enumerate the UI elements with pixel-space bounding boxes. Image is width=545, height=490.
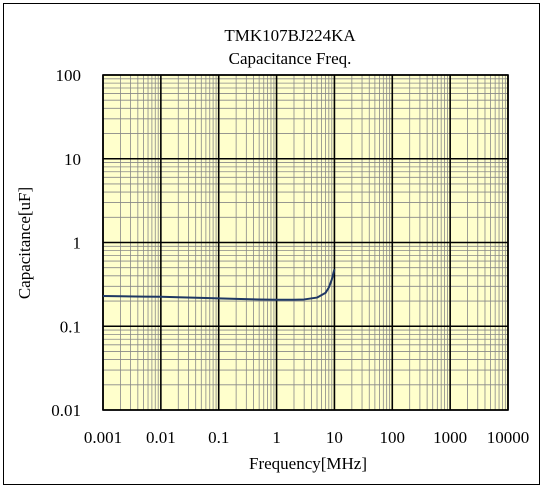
y-tick-label: 0.01 bbox=[51, 401, 81, 420]
x-tick-label: 100 bbox=[380, 428, 406, 447]
y-tick-label: 1 bbox=[73, 234, 82, 253]
x-axis-label: Frequency[MHz] bbox=[249, 454, 367, 473]
y-tick-label: 0.1 bbox=[60, 317, 81, 336]
x-tick-label: 10 bbox=[326, 428, 343, 447]
x-tick-label: 10000 bbox=[487, 428, 530, 447]
y-tick-label: 100 bbox=[56, 66, 82, 85]
x-tick-label: 1 bbox=[272, 428, 281, 447]
y-axis-label: Capacitance[uF] bbox=[15, 187, 34, 299]
y-tick-label: 10 bbox=[64, 150, 81, 169]
x-tick-label: 0.01 bbox=[146, 428, 176, 447]
x-tick-label: 0.001 bbox=[84, 428, 122, 447]
x-tick-label: 0.1 bbox=[208, 428, 229, 447]
chart-subtitle: Capacitance Freq. bbox=[229, 49, 352, 68]
plot-area bbox=[103, 75, 508, 410]
x-tick-label: 1000 bbox=[433, 428, 467, 447]
chart-title: TMK107BJ224KA bbox=[224, 26, 356, 45]
